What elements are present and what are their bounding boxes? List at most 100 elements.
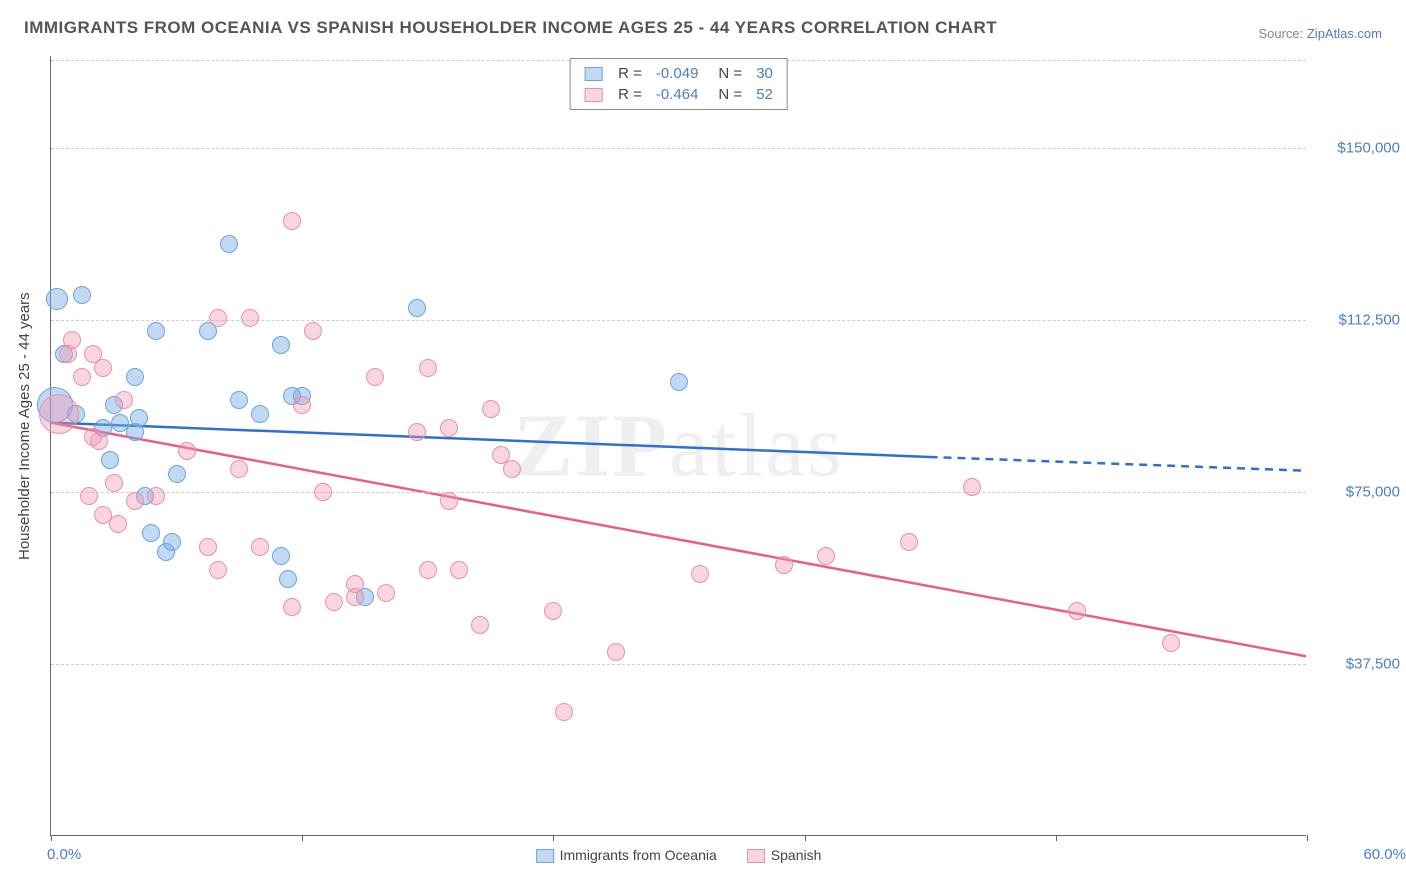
x-tick [805, 835, 806, 841]
scatter-point [241, 309, 259, 327]
x-tick [1056, 835, 1057, 841]
trend-lines [51, 56, 1306, 835]
grid-line [51, 148, 1306, 149]
scatter-point [607, 643, 625, 661]
scatter-point [691, 565, 709, 583]
scatter-point [90, 432, 108, 450]
legend-swatch [536, 849, 554, 863]
scatter-point [220, 235, 238, 253]
watermark: ZIPatlas [513, 394, 844, 497]
legend-n-value: 52 [756, 86, 773, 103]
y-tick-label: $75,000 [1310, 483, 1400, 500]
scatter-point [1068, 602, 1086, 620]
scatter-point [80, 487, 98, 505]
scatter-point [670, 373, 688, 391]
scatter-point [304, 322, 322, 340]
scatter-point [555, 703, 573, 721]
scatter-point [251, 538, 269, 556]
scatter-point [130, 409, 148, 427]
scatter-point [46, 288, 68, 310]
scatter-point [377, 584, 395, 602]
scatter-point [963, 478, 981, 496]
scatter-point [482, 400, 500, 418]
legend-series-name: Immigrants from Oceania [560, 847, 717, 863]
y-tick-label: $37,500 [1310, 655, 1400, 672]
legend-r-label: R = [618, 65, 642, 82]
scatter-point [230, 391, 248, 409]
scatter-point [126, 492, 144, 510]
legend-row: R = -0.049 N = 30 [584, 63, 773, 84]
scatter-point [251, 405, 269, 423]
legend-r-value: -0.464 [656, 86, 699, 103]
legend-r-value: -0.049 [656, 65, 699, 82]
x-tick [302, 835, 303, 841]
scatter-point [199, 538, 217, 556]
scatter-point [178, 442, 196, 460]
scatter-point [503, 460, 521, 478]
scatter-point [209, 309, 227, 327]
scatter-point [163, 533, 181, 551]
plot-area: ZIPatlas R =-0.049N =30R =-0.464N =52 0.… [50, 56, 1306, 836]
scatter-point [283, 598, 301, 616]
scatter-point [279, 570, 297, 588]
source-attribution: Source: ZipAtlas.com [1258, 26, 1382, 41]
x-tick [51, 835, 52, 841]
scatter-point [471, 616, 489, 634]
legend-n-label: N = [718, 86, 742, 103]
scatter-point [325, 593, 343, 611]
y-axis-title: Householder Income Ages 25 - 44 years [16, 292, 33, 560]
x-tick [1307, 835, 1308, 841]
scatter-point [544, 602, 562, 620]
scatter-point [283, 212, 301, 230]
legend-item: Spanish [747, 847, 822, 863]
legend-r-label: R = [618, 86, 642, 103]
trend-line [51, 423, 1306, 657]
grid-line [51, 320, 1306, 321]
scatter-point [59, 345, 77, 363]
scatter-point [230, 460, 248, 478]
scatter-point [440, 419, 458, 437]
x-axis-min-label: 0.0% [47, 846, 81, 863]
scatter-point [147, 322, 165, 340]
scatter-point [900, 533, 918, 551]
y-tick-label: $150,000 [1310, 139, 1400, 156]
scatter-point [126, 368, 144, 386]
scatter-point [408, 423, 426, 441]
scatter-point [39, 394, 79, 434]
scatter-point [293, 396, 311, 414]
scatter-point [440, 492, 458, 510]
scatter-point [272, 336, 290, 354]
scatter-point [105, 474, 123, 492]
x-axis-max-label: 60.0% [1363, 846, 1406, 863]
scatter-point [450, 561, 468, 579]
scatter-point [94, 359, 112, 377]
scatter-point [272, 547, 290, 565]
scatter-point [168, 465, 186, 483]
scatter-point [366, 368, 384, 386]
scatter-point [209, 561, 227, 579]
scatter-point [101, 451, 119, 469]
trend-line-extrapolated [930, 457, 1307, 471]
scatter-point [142, 524, 160, 542]
legend-series-name: Spanish [771, 847, 822, 863]
legend-row: R = -0.464 N = 52 [584, 84, 773, 105]
grid-line [51, 492, 1306, 493]
source-link[interactable]: ZipAtlas.com [1307, 26, 1382, 41]
chart-title: IMMIGRANTS FROM OCEANIA VS SPANISH HOUSE… [24, 18, 997, 38]
scatter-point [408, 299, 426, 317]
scatter-point [346, 588, 364, 606]
scatter-point [1162, 634, 1180, 652]
scatter-point [73, 368, 91, 386]
series-legend: Immigrants from Oceania Spanish [536, 847, 822, 863]
legend-item: Immigrants from Oceania [536, 847, 717, 863]
legend-swatch [747, 849, 765, 863]
scatter-point [419, 561, 437, 579]
scatter-point [775, 556, 793, 574]
scatter-point [73, 286, 91, 304]
scatter-point [314, 483, 332, 501]
correlation-legend: R = -0.049 N = 30 R = -0.464 N = 52 [569, 58, 788, 110]
legend-n-value: 30 [756, 65, 773, 82]
legend-n-label: N = [718, 65, 742, 82]
y-tick-label: $112,500 [1310, 311, 1400, 328]
scatter-point [147, 487, 165, 505]
